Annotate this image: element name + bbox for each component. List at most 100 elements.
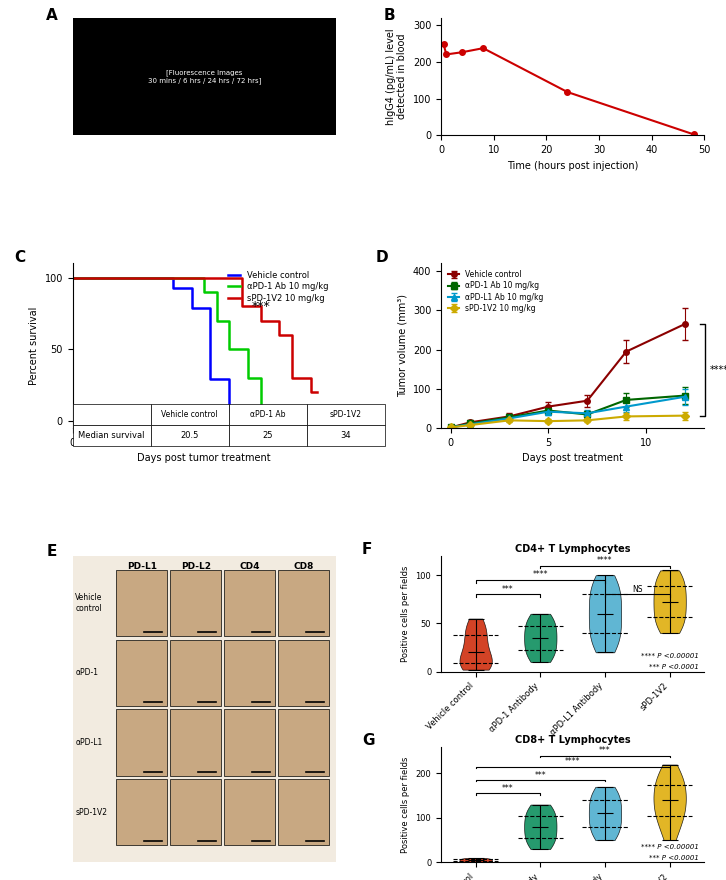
Text: αPD-L1: αPD-L1 xyxy=(76,738,102,747)
Bar xyxy=(278,570,329,636)
αPD-1 Ab 10 mg/kg xyxy=(181,272,189,282)
Bar xyxy=(116,570,167,636)
Vehicle control xyxy=(237,406,246,416)
sPD-1V2 10 mg/kg xyxy=(237,272,246,282)
Y-axis label: hIgG4 (pg/mL) level
detected in blood: hIgG4 (pg/mL) level detected in blood xyxy=(386,28,407,125)
sPD-1V2 10 mg/kg xyxy=(287,330,296,341)
Text: ***: *** xyxy=(599,746,611,755)
Vehicle control xyxy=(168,272,177,282)
αPD-1 Ab 10 mg/kg xyxy=(181,272,189,282)
Text: ***: *** xyxy=(251,300,270,312)
Bar xyxy=(278,709,329,775)
Text: ***: *** xyxy=(534,771,546,780)
αPD-1 Ab 10 mg/kg xyxy=(200,272,208,282)
sPD-1V2 10 mg/kg xyxy=(206,272,215,282)
Text: NS: NS xyxy=(632,584,643,593)
Y-axis label: Positive cells per fields: Positive cells per fields xyxy=(401,566,410,662)
Vehicle control xyxy=(206,374,215,385)
sPD-1V2 10 mg/kg xyxy=(306,373,315,384)
Vehicle control xyxy=(68,272,77,282)
Bar xyxy=(116,640,167,706)
Text: αPD-1: αPD-1 xyxy=(76,668,98,678)
Text: CD8: CD8 xyxy=(293,562,314,571)
Text: D: D xyxy=(375,250,388,265)
sPD-1V2 10 mg/kg xyxy=(68,272,77,282)
Text: PD-L1: PD-L1 xyxy=(126,562,157,571)
Bar xyxy=(116,709,167,775)
Bar xyxy=(224,570,275,636)
Y-axis label: Positive cells per fields: Positive cells per fields xyxy=(401,757,410,853)
αPD-1 Ab 10 mg/kg xyxy=(225,315,234,326)
Bar xyxy=(170,709,221,775)
Text: [Fluorescence Images
30 mins / 6 hrs / 24 hrs / 72 hrs]: [Fluorescence Images 30 mins / 6 hrs / 2… xyxy=(147,70,261,84)
Y-axis label: Tumor volume (mm³): Tumor volume (mm³) xyxy=(397,294,407,397)
sPD-1V2 10 mg/kg xyxy=(313,387,322,398)
Text: B: B xyxy=(383,8,395,23)
Legend: Vehicle control, αPD-1 Ab 10 mg/kg, αPD-L1 Ab 10 mg/kg, sPD-1V2 10 mg/kg: Vehicle control, αPD-1 Ab 10 mg/kg, αPD-… xyxy=(445,267,547,316)
Vehicle control xyxy=(237,415,246,426)
Text: *** P <0.0001: *** P <0.0001 xyxy=(649,855,699,862)
Vehicle control xyxy=(168,282,177,293)
Vehicle control xyxy=(225,406,234,416)
Bar xyxy=(170,779,221,845)
sPD-1V2 10 mg/kg xyxy=(275,330,284,341)
Bar xyxy=(224,640,275,706)
sPD-1V2 10 mg/kg xyxy=(275,315,284,326)
αPD-1 Ab 10 mg/kg xyxy=(213,287,221,297)
Bar xyxy=(278,640,329,706)
Text: PD-L2: PD-L2 xyxy=(181,562,211,571)
Text: sPD-1V2: sPD-1V2 xyxy=(76,808,107,817)
Title: CD8+ T Lymphocytes: CD8+ T Lymphocytes xyxy=(515,735,630,744)
αPD-1 Ab 10 mg/kg xyxy=(68,272,77,282)
αPD-1 Ab 10 mg/kg xyxy=(200,287,208,297)
sPD-1V2 10 mg/kg xyxy=(256,301,265,312)
X-axis label: Days post tumor treatment: Days post tumor treatment xyxy=(137,453,271,464)
Bar xyxy=(278,779,329,845)
Text: ****: **** xyxy=(533,570,548,579)
Bar xyxy=(170,640,221,706)
Text: **** P <0.00001: **** P <0.00001 xyxy=(641,844,699,850)
Text: C: C xyxy=(15,250,26,265)
Bar xyxy=(170,570,221,636)
αPD-1 Ab 10 mg/kg xyxy=(263,401,272,412)
Text: ***: *** xyxy=(502,584,514,593)
Bar xyxy=(224,779,275,845)
Bar xyxy=(116,779,167,845)
αPD-1 Ab 10 mg/kg xyxy=(225,344,234,355)
Vehicle control xyxy=(244,415,253,426)
Title: CD4+ T Lymphocytes: CD4+ T Lymphocytes xyxy=(515,544,630,554)
Text: G: G xyxy=(362,733,375,748)
Line: sPD-1V2 10 mg/kg: sPD-1V2 10 mg/kg xyxy=(73,277,317,392)
αPD-1 Ab 10 mg/kg xyxy=(244,344,253,355)
Text: Vehicle
control: Vehicle control xyxy=(76,593,102,612)
Vehicle control xyxy=(244,415,253,426)
Text: CD4: CD4 xyxy=(240,562,260,571)
Text: ****: **** xyxy=(710,365,726,375)
Text: **** P <0.00001: **** P <0.00001 xyxy=(641,653,699,659)
Text: ****: **** xyxy=(565,758,580,766)
Vehicle control xyxy=(156,272,165,282)
Text: ***: *** xyxy=(502,784,514,793)
Text: A: A xyxy=(46,8,58,23)
Vehicle control xyxy=(225,374,234,385)
Vehicle control xyxy=(187,282,196,293)
Bar xyxy=(224,709,275,775)
Text: E: E xyxy=(46,544,57,559)
Vehicle control xyxy=(206,303,215,313)
αPD-1 Ab 10 mg/kg xyxy=(256,373,265,384)
sPD-1V2 10 mg/kg xyxy=(313,387,322,398)
αPD-1 Ab 10 mg/kg xyxy=(256,401,265,412)
sPD-1V2 10 mg/kg xyxy=(206,272,215,282)
Vehicle control xyxy=(156,272,165,282)
Text: *** P <0.0001: *** P <0.0001 xyxy=(649,664,699,671)
Text: F: F xyxy=(362,542,372,557)
αPD-1 Ab 10 mg/kg xyxy=(244,373,253,384)
X-axis label: Time (hours post injection): Time (hours post injection) xyxy=(507,161,638,171)
αPD-1 Ab 10 mg/kg xyxy=(263,415,272,426)
Text: ****: **** xyxy=(597,555,613,565)
Vehicle control xyxy=(187,303,196,313)
sPD-1V2 10 mg/kg xyxy=(237,301,246,312)
αPD-1 Ab 10 mg/kg xyxy=(213,315,221,326)
sPD-1V2 10 mg/kg xyxy=(306,387,315,398)
sPD-1V2 10 mg/kg xyxy=(287,373,296,384)
